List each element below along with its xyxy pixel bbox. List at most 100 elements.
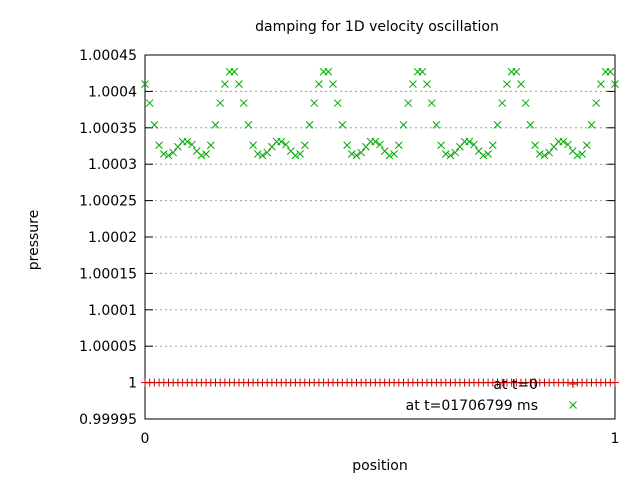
data-point-series-1 <box>465 137 474 146</box>
data-point-series-1 <box>399 121 408 129</box>
data-point-series-1 <box>333 99 342 107</box>
data-point-series-1 <box>324 67 333 76</box>
data-point-series-1 <box>385 151 394 160</box>
data-point-series-1 <box>564 140 572 149</box>
data-point-series-1 <box>291 151 300 160</box>
legend-label-1: at t=01706799 ms <box>406 398 538 414</box>
data-point-series-1 <box>451 148 460 157</box>
data-point-series-1 <box>573 151 582 160</box>
data-point-series-1 <box>437 141 445 150</box>
data-point-series-1 <box>150 121 159 129</box>
data-point-series-1 <box>206 141 215 150</box>
data-point-series-0 <box>611 378 619 387</box>
data-point-series-1 <box>244 121 253 129</box>
data-point-series-1 <box>371 137 380 146</box>
legend-label-0: at t=0 <box>493 377 538 393</box>
data-point-series-1 <box>606 67 615 76</box>
data-point-series-1 <box>282 140 290 149</box>
data-point-series-1 <box>409 80 417 88</box>
x-axis-label: position <box>352 458 407 474</box>
data-point-series-1 <box>277 137 286 146</box>
data-point-series-1 <box>202 150 210 158</box>
y-tick-label: 1 <box>128 376 137 392</box>
x-tick-label: 1 <box>611 431 620 447</box>
data-point-series-1 <box>164 151 173 160</box>
data-point-series-1 <box>169 148 178 157</box>
y-tick-label: 1.00025 <box>79 194 137 210</box>
data-point-series-1 <box>155 141 163 150</box>
data-point-series-1 <box>512 67 521 76</box>
data-point-series-1 <box>300 141 309 150</box>
data-point-series-1 <box>249 141 257 150</box>
data-point-series-1 <box>197 151 206 160</box>
data-point-series-1 <box>531 141 539 150</box>
data-point-series-1 <box>376 140 384 149</box>
data-point-series-1 <box>470 140 478 149</box>
data-point-series-1 <box>597 80 605 88</box>
data-point-series-1 <box>540 151 549 160</box>
data-point-series-1 <box>479 151 488 160</box>
data-point-series-1 <box>582 141 591 150</box>
y-tick-label: 1.00035 <box>79 121 137 137</box>
data-point-series-1 <box>239 99 248 107</box>
data-point-series-1 <box>296 150 304 158</box>
data-point-series-1 <box>263 148 272 157</box>
legend-marker-0 <box>569 380 577 388</box>
y-tick-label: 1.00005 <box>79 339 137 355</box>
data-point-series-1 <box>145 99 154 107</box>
data-point-series-1 <box>315 80 323 88</box>
data-point-series-1 <box>498 99 507 107</box>
data-point-series-1 <box>592 99 601 107</box>
data-point-series-1 <box>338 121 347 129</box>
y-tick-label: 1.00015 <box>79 266 137 282</box>
y-tick-label: 1.0001 <box>88 303 137 319</box>
y-axis: 0.99995 1 1.00005 1.0001 1.00015 1.0002 1.0002… <box>79 48 615 428</box>
data-point-series-1 <box>258 151 267 160</box>
data-point-series-1 <box>526 121 535 129</box>
y-axis-label: pressure <box>26 210 42 270</box>
data-points <box>141 67 619 387</box>
data-point-series-1 <box>517 80 525 88</box>
data-point-series-1 <box>159 150 168 158</box>
y-tick-label: 1.00045 <box>79 48 137 64</box>
data-point-series-1 <box>221 80 229 88</box>
data-point-series-1 <box>484 150 492 158</box>
data-point-series-1 <box>503 80 511 88</box>
data-point-series-1 <box>188 140 196 149</box>
x-tick-label: 0 <box>141 431 150 447</box>
data-point-series-1 <box>230 67 239 76</box>
data-point-series-1 <box>352 151 361 160</box>
data-point-series-1 <box>357 148 366 157</box>
data-point-series-1 <box>488 141 497 150</box>
data-point-series-1 <box>578 150 586 158</box>
data-point-series-1 <box>418 67 427 76</box>
y-tick-label: 1.0002 <box>88 230 137 246</box>
data-point-series-1 <box>343 141 351 150</box>
data-point-series-1 <box>521 99 530 107</box>
legend: at t=0 at t=01706799 ms <box>406 377 577 414</box>
data-point-series-1 <box>441 150 450 158</box>
data-point-series-1 <box>310 99 319 107</box>
data-point-series-1 <box>305 121 314 129</box>
data-point-series-1 <box>347 150 356 158</box>
legend-marker-1 <box>569 401 577 409</box>
grid-lines <box>145 90 615 384</box>
data-point-series-1 <box>141 80 149 88</box>
data-point-series-1 <box>423 80 431 88</box>
data-point-series-1 <box>253 150 262 158</box>
data-point-series-1 <box>545 148 554 157</box>
data-point-series-1 <box>394 141 403 150</box>
data-point-series-1 <box>404 99 413 107</box>
data-point-series-1 <box>390 150 398 158</box>
data-point-series-1 <box>235 80 243 88</box>
data-point-series-1 <box>211 121 220 129</box>
data-point-series-1 <box>446 151 455 160</box>
y-tick-label: 0.99995 <box>79 412 137 428</box>
data-point-series-1 <box>329 80 337 88</box>
data-point-series-1 <box>216 99 225 107</box>
data-point-series-1 <box>432 121 441 129</box>
data-point-series-1 <box>587 121 596 129</box>
data-point-series-1 <box>611 80 619 88</box>
